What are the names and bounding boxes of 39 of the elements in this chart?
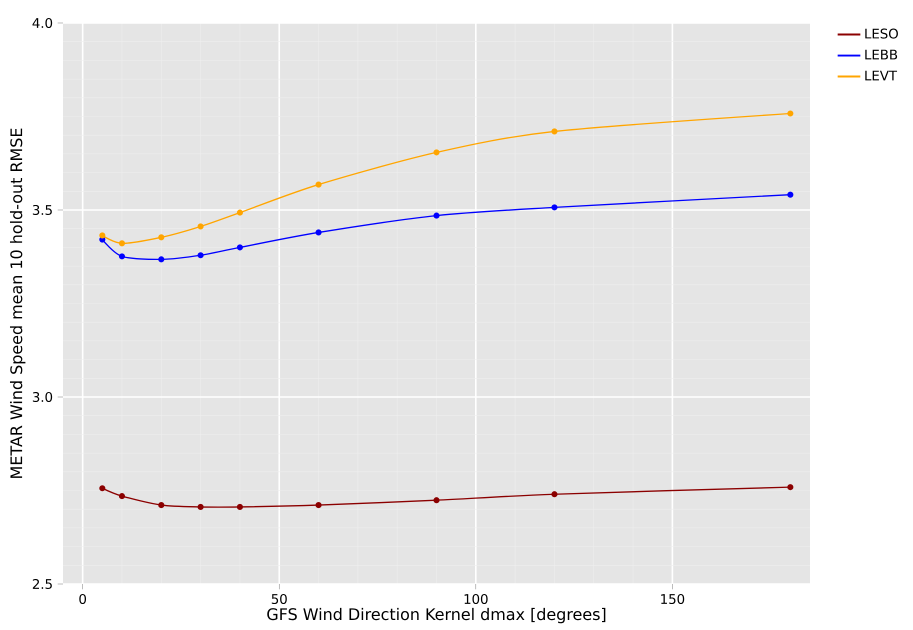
point [99, 232, 106, 238]
point [158, 502, 164, 508]
point [99, 485, 106, 492]
x-tick-label: 100 [464, 594, 488, 604]
point [551, 491, 558, 498]
point [787, 192, 794, 198]
point [158, 256, 164, 262]
point [198, 504, 204, 510]
point [118, 253, 126, 260]
legend-label: LEVT [865, 70, 898, 80]
legend-label: LEBB [865, 50, 898, 60]
point [315, 229, 322, 236]
point [198, 223, 204, 230]
point [787, 484, 794, 490]
point [433, 212, 440, 219]
point [236, 504, 243, 510]
point [551, 128, 558, 135]
x-axis-title: GFS Wind Direction Kernel dmax [degrees] [267, 608, 606, 624]
point [118, 493, 126, 500]
point [236, 244, 243, 250]
y-tick-label: 3.0 [32, 392, 52, 402]
legend-label: LESO [865, 28, 898, 39]
point [236, 210, 243, 216]
x-tick-label: 0 [79, 594, 86, 604]
y-tick-label: 3.5 [32, 204, 52, 216]
point [315, 502, 322, 508]
y-tick-label: 2.5 [32, 578, 52, 590]
x-tick-label: 50 [272, 594, 287, 604]
y-tick-label: 4.0 [32, 18, 52, 28]
x-tick-label: 150 [661, 594, 684, 604]
point [433, 497, 440, 504]
point [787, 110, 794, 117]
point [433, 149, 440, 156]
point [551, 204, 558, 210]
point [315, 182, 322, 188]
y-axis-title: METAR Wind Speed mean 10 hold-out RMSE [10, 128, 26, 478]
point [158, 234, 164, 240]
point [198, 252, 204, 258]
point [118, 240, 126, 246]
